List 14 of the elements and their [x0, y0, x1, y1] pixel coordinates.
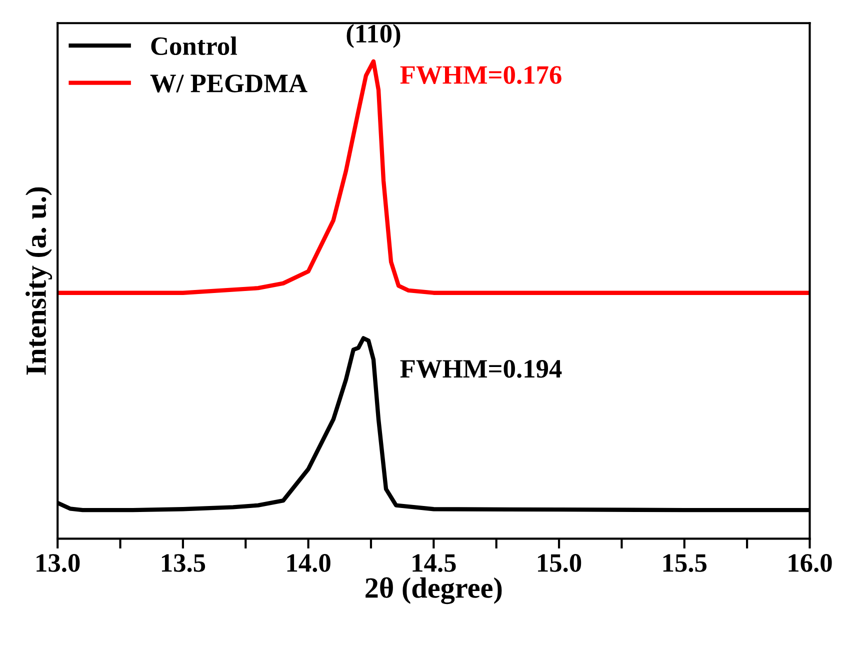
text: (110)	[346, 24, 400, 48]
legend-label: Control	[151, 36, 237, 56]
x-tick-label: 15.0	[538, 554, 582, 572]
x-tick-label: 13.5	[162, 554, 206, 572]
x-tick-label: 14.5	[412, 554, 456, 572]
annotation: FWHM=0.176	[400, 66, 562, 84]
x-tick-label: 13.0	[36, 554, 80, 572]
annotation: FWHM=0.194	[400, 360, 562, 378]
y-axis-title: Intensity (a. u.)	[26, 187, 52, 375]
x-tick-label: 14.0	[287, 554, 330, 572]
x-tick-label: 16.0	[788, 554, 832, 572]
x-tick-label: 15.5	[663, 554, 706, 572]
legend-label: W/ PEGDMA	[150, 74, 308, 92]
x-axis-title: 2θ (degree)	[366, 577, 502, 604]
